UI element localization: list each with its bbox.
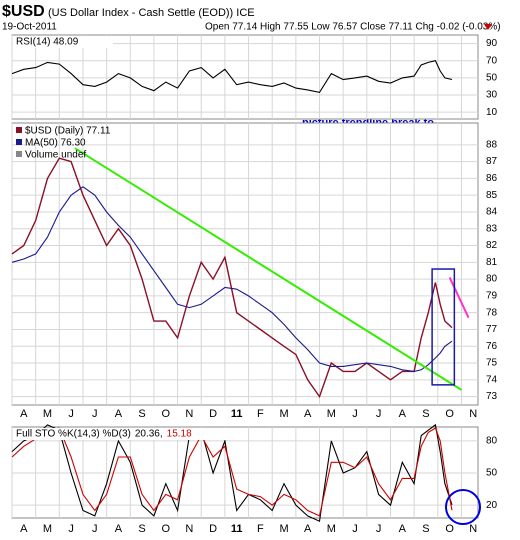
date: 19-Oct-2011 [2, 22, 57, 33]
x-tick-label: J [68, 523, 74, 535]
y-tick-label: 74 [486, 374, 498, 385]
x-tick-label: J [92, 523, 98, 535]
series-line [11, 427, 453, 517]
x-tick-label: M [327, 523, 336, 535]
x-tick-label: F [257, 408, 264, 420]
legend-bg [13, 36, 113, 48]
y-tick-label: 30 [486, 90, 498, 101]
y-tick-label: 79 [486, 291, 498, 302]
x-tick-label: S [138, 523, 145, 535]
readout: 20.36, [135, 429, 163, 440]
legend-swatch [16, 139, 22, 145]
x-tick-label: F [257, 523, 264, 535]
circle-highlight [445, 489, 481, 525]
y-tick-label: 87 [486, 156, 498, 167]
thrust-box [431, 268, 456, 386]
readout: 15.18 [167, 429, 192, 440]
y-tick-label: 70 [486, 55, 498, 66]
x-tick-label: 11 [231, 408, 243, 420]
x-tick-label: N [469, 523, 477, 535]
y-tick-label: 10 [486, 107, 498, 118]
x-tick-label: A [20, 408, 28, 420]
x-tick-label: M [279, 523, 288, 535]
x-tick-label: D [209, 523, 217, 535]
panel-frame [11, 122, 479, 406]
x-tick-label: J [68, 408, 74, 420]
legend-entry: MA(50) 76.30 [25, 138, 86, 149]
x-tick-label: O [161, 523, 170, 535]
x-tick-label: A [115, 523, 123, 535]
x-tick-label: S [422, 523, 429, 535]
legend-entry: Volume undef [25, 150, 86, 161]
x-tick-label: J [352, 523, 358, 535]
legend-swatch [16, 127, 22, 133]
y-tick-label: 86 [486, 173, 498, 184]
description: (US Dollar Index - Cash Settle (EOD)) IC… [48, 7, 255, 19]
x-tick-label: M [43, 408, 52, 420]
y-tick-label: 77 [486, 324, 498, 335]
x-tick-label: 11 [231, 523, 243, 535]
x-tick-label: A [20, 523, 28, 535]
y-tick-label: 75 [486, 358, 498, 369]
x-tick-label: J [376, 523, 382, 535]
y-tick-label: 88 [486, 139, 498, 150]
y-tick-label: 81 [486, 257, 498, 268]
x-tick-label: A [399, 523, 407, 535]
x-tick-label: A [115, 408, 123, 420]
x-tick-label: J [92, 408, 98, 420]
x-tick-label: M [43, 523, 52, 535]
y-tick-label: 85 [486, 190, 498, 201]
series-line [11, 186, 453, 372]
y-tick-label: 20 [486, 500, 498, 511]
panel-title: RSI(14) 48.09 [16, 37, 79, 48]
pullback [448, 277, 470, 319]
x-tick-label: A [399, 408, 407, 420]
series-line [11, 157, 453, 399]
series-line [11, 60, 453, 94]
x-tick-label: J [352, 408, 358, 420]
y-tick-label: 78 [486, 307, 498, 318]
x-tick-label: A [304, 523, 312, 535]
legend-entry: $USD (Daily) 77.11 [25, 126, 111, 137]
x-tick-label: M [279, 408, 288, 420]
down-arrow [484, 24, 492, 30]
x-tick-label: O [445, 408, 454, 420]
x-tick-label: N [469, 408, 477, 420]
x-tick-label: S [422, 408, 429, 420]
x-tick-label: O [445, 523, 454, 535]
y-tick-label: 83 [486, 223, 498, 234]
x-tick-label: D [209, 408, 217, 420]
quote: Open 77.14 High 77.55 Low 76.57 Close 77… [205, 22, 501, 33]
y-tick-label: 50 [486, 468, 498, 479]
x-tick-label: O [161, 408, 170, 420]
y-tick-label: 76 [486, 341, 498, 352]
x-tick-label: A [304, 408, 312, 420]
x-tick-label: N [185, 408, 193, 420]
y-tick-label: 80 [486, 274, 498, 285]
y-tick-label: 84 [486, 207, 498, 218]
x-tick-label: J [376, 408, 382, 420]
y-tick-label: 73 [486, 391, 498, 402]
legend-bg [13, 428, 243, 440]
panel-title: Full STO %K(14,3) %D(3) [16, 429, 131, 440]
panel-frame [11, 34, 479, 120]
y-tick-label: 80 [486, 436, 498, 447]
y-tick-label: 50 [486, 72, 498, 83]
y-tick-label: 90 [486, 38, 498, 49]
x-tick-label: N [185, 523, 193, 535]
x-tick-label: M [327, 408, 336, 420]
legend-swatch [16, 151, 22, 157]
y-tick-label: 82 [486, 240, 498, 251]
x-tick-label: S [138, 408, 145, 420]
symbol: $USD [2, 3, 45, 20]
trendline [74, 147, 462, 391]
